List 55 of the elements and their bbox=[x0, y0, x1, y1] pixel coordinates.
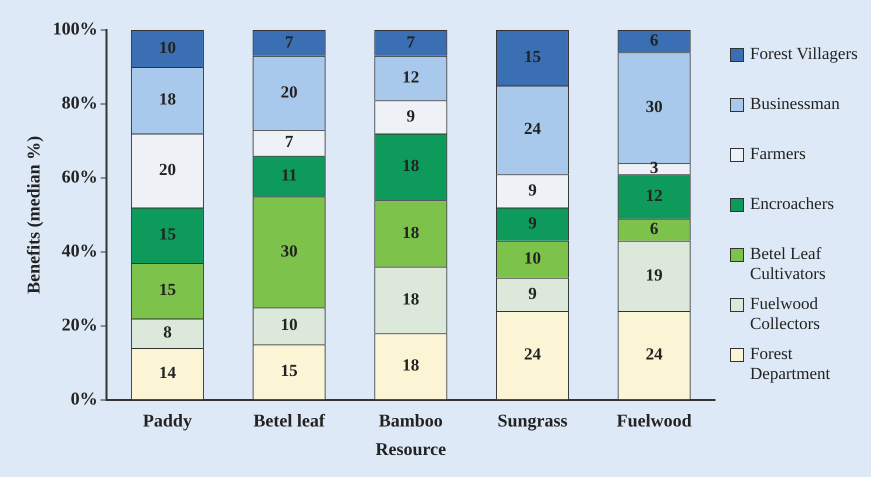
data-label: 15 bbox=[524, 47, 541, 66]
data-label: 24 bbox=[646, 344, 664, 364]
data-label: 20 bbox=[158, 160, 176, 179]
legend-label: Fuelwood Collectors bbox=[750, 294, 821, 334]
data-label: 15 bbox=[158, 280, 176, 300]
data-label: 9 bbox=[528, 284, 537, 303]
data-label: 14 bbox=[158, 363, 176, 382]
legend-label: Farmers bbox=[750, 144, 806, 164]
y-tick-label: 0% bbox=[70, 388, 98, 408]
data-label: 7 bbox=[406, 32, 416, 52]
data-label: 18 bbox=[158, 90, 176, 109]
data-label: 15 bbox=[280, 361, 298, 380]
data-label: 10 bbox=[158, 38, 176, 57]
y-tick-label: 100% bbox=[52, 18, 98, 39]
y-tick-label: 60% bbox=[62, 166, 98, 187]
y-tick-label: 40% bbox=[62, 240, 98, 261]
data-label: 12 bbox=[646, 186, 663, 205]
data-label: 15 bbox=[158, 224, 176, 244]
data-label: 6 bbox=[650, 219, 658, 238]
data-label: 10 bbox=[524, 248, 541, 268]
data-label: 6 bbox=[650, 30, 658, 50]
data-label: 7 bbox=[284, 132, 294, 152]
y-axis-title: Benefits (median %) bbox=[23, 136, 44, 294]
data-label: 9 bbox=[528, 180, 537, 200]
legend-label: Encroachers bbox=[750, 194, 834, 214]
x-tick-label: Sungrass bbox=[497, 410, 568, 430]
data-label: 11 bbox=[281, 165, 298, 184]
legend-label: Forest Villagers bbox=[750, 44, 858, 64]
data-label: 18 bbox=[402, 289, 420, 308]
data-label: 9 bbox=[528, 214, 537, 233]
data-label: 30 bbox=[646, 97, 663, 116]
x-tick-label: Fuelwood bbox=[616, 410, 692, 430]
data-label: 19 bbox=[646, 265, 663, 284]
x-tick-label: Betel leaf bbox=[253, 410, 326, 430]
legend-label: Forest Department bbox=[750, 344, 832, 384]
data-label: 12 bbox=[402, 67, 420, 86]
y-tick-label: 20% bbox=[62, 314, 98, 334]
data-label: 8 bbox=[163, 322, 172, 342]
y-tick-label: 80% bbox=[62, 92, 98, 113]
x-axis-title: Resource bbox=[375, 438, 446, 459]
legend-label: Businessman bbox=[750, 94, 840, 114]
data-label: 10 bbox=[280, 315, 298, 334]
data-label: 24 bbox=[524, 344, 542, 364]
data-label: 9 bbox=[406, 106, 416, 126]
x-tick-label: Bamboo bbox=[378, 410, 443, 430]
data-label: 7 bbox=[284, 32, 294, 52]
data-label: 20 bbox=[280, 82, 298, 102]
data-label: 18 bbox=[402, 222, 420, 242]
data-label: 24 bbox=[524, 119, 542, 138]
x-tick-label: Paddy bbox=[142, 410, 192, 430]
data-label: 3 bbox=[650, 158, 658, 178]
legend-label: Betel Leaf Cultivators bbox=[750, 244, 827, 284]
data-label: 18 bbox=[402, 356, 420, 375]
data-label: 18 bbox=[402, 156, 420, 176]
data-label: 30 bbox=[280, 241, 298, 260]
